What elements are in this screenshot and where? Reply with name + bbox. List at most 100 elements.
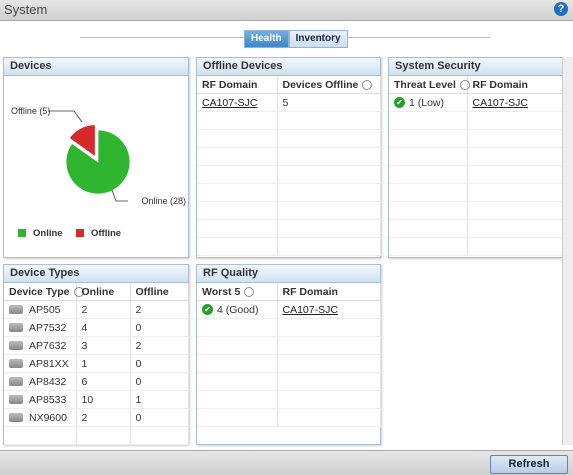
device-icon <box>9 341 23 351</box>
table-cell <box>197 237 278 256</box>
status-icon: ✔ <box>202 304 213 316</box>
scrollbar[interactable] <box>562 57 573 445</box>
cell-text: 5 <box>282 96 289 109</box>
table-row <box>197 147 381 166</box>
table-row: AP505 2 2 <box>4 300 189 319</box>
table-row: AP7532 4 0 <box>4 318 189 337</box>
leader-line <box>111 189 128 202</box>
table-cell <box>197 165 278 184</box>
table-cell <box>277 318 381 337</box>
pie-slice <box>65 129 131 195</box>
table-cell <box>197 408 278 427</box>
cell-text[interactable]: CA107-SJC <box>202 96 258 109</box>
cell-text: AP8533 <box>29 393 67 406</box>
data-table: RF Domain Devices Offline CA107-SJC 5 <box>197 76 381 256</box>
tab[interactable]: Health <box>244 30 289 48</box>
data-table: Worst 5 RF Domain ✔ 4 (Good) CA107-SJC <box>197 283 381 427</box>
table: Threat Level RF Domain ✔ 1 (Low) CA107-SJC <box>389 76 564 256</box>
column-label: RF Domain <box>472 78 528 91</box>
table-row <box>197 318 381 337</box>
table-cell: 4 <box>76 318 131 337</box>
table-cell <box>389 129 468 148</box>
data-label: Offline (5) <box>11 106 50 116</box>
table-cell <box>277 336 381 355</box>
tabs: Health Inventory <box>244 30 348 48</box>
sort-icon <box>362 79 373 90</box>
table-cell <box>467 237 564 256</box>
table-row <box>389 111 564 130</box>
table-row <box>389 219 564 238</box>
table-cell: CA107-SJC <box>467 93 564 112</box>
header-row: Worst 5 RF Domain <box>197 283 381 301</box>
table-cell <box>277 390 381 409</box>
column-label: Offline <box>135 285 169 298</box>
table-row <box>197 183 381 202</box>
data-table: Threat Level RF Domain ✔ 1 (Low) CA107-SJC <box>389 76 564 256</box>
table-row: ✔ 4 (Good) CA107-SJC <box>197 300 381 319</box>
column-header: RF Domain <box>467 76 564 94</box>
device-icon <box>9 359 23 369</box>
cell-text: 0 <box>135 357 142 370</box>
table-cell: AP8432 <box>4 372 77 391</box>
panel-title: System Security <box>389 58 563 76</box>
tab[interactable]: Inventory <box>288 30 348 48</box>
device-icon <box>9 377 23 387</box>
cell-text[interactable]: CA107-SJC <box>472 96 528 109</box>
table-cell <box>277 111 381 130</box>
legend-swatch <box>18 229 26 237</box>
table-cell <box>389 111 468 130</box>
column-header: Device Type <box>4 283 84 301</box>
panel-title: RF Quality <box>197 265 380 283</box>
column-header: RF Domain <box>197 76 278 94</box>
table-cell <box>277 237 381 256</box>
table-row: ✔ 1 (Low) CA107-SJC <box>389 93 564 112</box>
table-cell <box>467 165 564 184</box>
table-row <box>389 129 564 148</box>
pie-chart: Online (28) Offline (5) Online Offline <box>11 106 186 239</box>
device-types-panel: Device Types Device Type Online Offline AP5… <box>3 264 189 445</box>
cell-text: 2 <box>81 303 88 316</box>
column-header: Offline <box>130 283 189 301</box>
cell-text: 2 <box>135 303 142 316</box>
cell-text: 6 <box>81 375 88 388</box>
cell-text: 2 <box>135 339 142 352</box>
table-cell <box>467 219 564 238</box>
table-cell <box>277 354 381 373</box>
column-label: Online <box>81 285 115 298</box>
cell-text: 1 <box>135 393 142 406</box>
table-row <box>197 237 381 256</box>
table: RF Domain Devices Offline CA107-SJC 5 <box>197 76 381 256</box>
table-cell <box>197 390 278 409</box>
leader-line <box>48 110 83 123</box>
table-row <box>389 237 564 256</box>
table-row: AP81XX 1 0 <box>4 354 189 373</box>
data-label: Online (28) <box>141 196 186 206</box>
table-cell <box>277 147 381 166</box>
legend-label: Online <box>33 228 63 239</box>
table-row <box>197 165 381 184</box>
table-cell <box>4 426 77 445</box>
cell-text: AP7532 <box>29 321 67 334</box>
table-row <box>197 111 381 130</box>
table-cell: CA107-SJC <box>277 300 381 319</box>
cell-text: AP81XX <box>29 357 69 370</box>
cell-text: 10 <box>81 393 94 406</box>
column-label: RF Domain <box>202 78 258 91</box>
column-label: Device Type <box>9 285 70 298</box>
column-label: Worst 5 <box>202 285 241 298</box>
table-cell: AP505 <box>4 300 77 319</box>
table-cell: 1 <box>76 354 131 373</box>
cell-text: 4 (Good) <box>217 303 259 316</box>
column-label: Devices Offline <box>282 78 359 91</box>
table-cell <box>467 201 564 220</box>
cell-text[interactable]: CA107-SJC <box>282 303 338 316</box>
help-button[interactable]: ? <box>554 2 568 16</box>
refresh-button[interactable]: Refresh <box>490 455 568 474</box>
table-cell <box>277 165 381 184</box>
table-cell: 3 <box>76 336 131 355</box>
device-icon <box>9 395 23 405</box>
cell-text: 0 <box>135 411 142 424</box>
table-cell <box>197 111 278 130</box>
table-row: AP8432 6 0 <box>4 372 189 391</box>
table-row <box>197 201 381 220</box>
